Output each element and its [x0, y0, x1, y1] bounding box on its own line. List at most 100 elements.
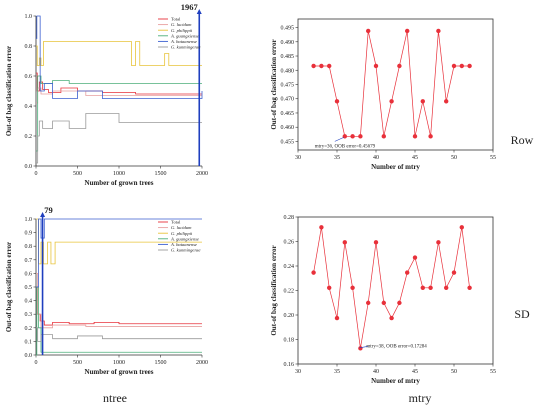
annotation-label: mtry=36, OOB error=0.45679	[315, 144, 376, 149]
series-line-g-kunmingense	[36, 113, 202, 164]
annotation-arrow	[334, 137, 344, 142]
x-tick-label: 1500	[155, 360, 167, 366]
y-tick-label: 0.465	[281, 111, 295, 117]
y-axis-label: Out-of bag classification error	[270, 245, 278, 335]
y-tick-label: 0.4	[25, 299, 33, 305]
data-point	[366, 28, 371, 34]
legend-label-g-lucidum: G. lucidum	[171, 225, 192, 230]
data-point	[334, 315, 340, 321]
series-line-g-lucidum	[36, 273, 202, 329]
data-point	[444, 99, 449, 104]
x-tick-label: 40	[373, 155, 379, 161]
data-point	[366, 300, 371, 306]
x-tick-label: 0	[35, 360, 38, 366]
series-line	[313, 30, 470, 137]
x-tick-label: 0	[35, 171, 38, 177]
y-tick-label: 0.490	[281, 40, 295, 46]
y-tick-label: 0.24	[284, 264, 295, 270]
y-tick-label: 0.495	[281, 26, 295, 32]
x-tick-label: 50	[451, 369, 457, 375]
annotation-arrow	[359, 345, 369, 349]
y-tick-label: 0.8	[25, 44, 33, 50]
panel-mtry-sd: 30 35 40 45 50 55 0.16 0.18 0.20 0.22 0.24 0.26 0.28…	[270, 215, 496, 385]
data-point	[420, 99, 425, 104]
series-line-a-guangxiense	[36, 286, 202, 356]
highlight-label: 79	[44, 205, 53, 215]
data-point	[327, 285, 332, 291]
data-point	[459, 225, 464, 230]
series-line-total	[36, 72, 202, 95]
column-label-ntree: ntree	[103, 391, 127, 405]
y-tick-label: 0.3	[25, 312, 33, 318]
data-point	[451, 270, 457, 275]
legend-label-a-bataanense: A. bataanense	[170, 242, 197, 247]
x-tick-label: 45	[412, 369, 418, 375]
data-point	[420, 285, 425, 291]
x-tick-label: 30	[295, 369, 301, 375]
legend-label-a-guangxiense: A. guangxiense	[170, 236, 199, 241]
data-point	[467, 285, 472, 291]
y-axis-label: Out-of bag classification error	[5, 46, 13, 136]
y-tick-label: 0.26	[284, 240, 295, 246]
legend-label-total: Total	[171, 220, 181, 225]
data-point	[358, 346, 363, 351]
data-point	[389, 99, 394, 104]
highlight-arrow	[40, 212, 46, 217]
y-tick-label: 0.7	[25, 258, 33, 264]
x-tick-label: 2000	[196, 171, 208, 177]
legend-label-g-kunmingense: G. kunmingense	[171, 248, 201, 253]
highlight-label: 1967	[181, 2, 199, 12]
series-line-g-kunmingense	[36, 327, 202, 342]
y-tick-label: 1.0	[25, 217, 33, 223]
y-tick-label: 0.485	[281, 54, 295, 60]
x-tick-label: 35	[334, 369, 340, 375]
x-tick-label: 1000	[113, 360, 125, 366]
y-tick-label: 0.470	[281, 97, 295, 103]
x-axis-label: Number of grown trees	[84, 179, 153, 187]
data-point	[381, 134, 386, 139]
x-tick-label: 45	[412, 155, 418, 161]
x-tick-label: 500	[73, 171, 82, 177]
y-tick-label: 0.2	[25, 326, 33, 332]
y-tick-label: 0.8	[25, 244, 33, 250]
data-point	[311, 63, 316, 69]
y-tick-label: 0.9	[25, 231, 33, 237]
x-tick-label: 35	[334, 155, 340, 161]
legend-label-g-lucidum: G. lucidum	[171, 22, 192, 27]
data-point	[397, 63, 402, 69]
data-point	[397, 300, 402, 306]
x-tick-label: 40	[373, 369, 379, 375]
data-point	[428, 285, 433, 291]
y-tick-label: 0.1	[25, 339, 33, 345]
y-tick-label: 0.2	[25, 134, 33, 140]
column-label-mtry: mtry	[409, 391, 432, 405]
y-tick-label: 0.0	[25, 353, 33, 359]
y-tick-label: 0.475	[281, 83, 295, 89]
row-label-sd: SD	[514, 307, 530, 321]
y-tick-label: 0.6	[25, 74, 33, 80]
x-tick-label: 30	[295, 155, 301, 161]
series-line-g-philippii	[36, 41, 202, 66]
data-point	[412, 255, 418, 260]
legend-label-g-philippii: G. philippii	[171, 231, 193, 236]
data-point	[459, 63, 464, 69]
series-line-a-bataanense	[36, 15, 203, 99]
data-point	[342, 240, 347, 245]
plot-frame	[297, 216, 494, 365]
y-tick-label: 0.0	[25, 164, 33, 170]
legend-label-a-bataanense: A. bataanense	[170, 39, 197, 44]
data-point	[319, 63, 324, 69]
y-tick-label: 0.22	[284, 289, 295, 295]
data-point	[405, 28, 410, 34]
data-point	[444, 285, 449, 291]
y-tick-label: 0.18	[284, 338, 295, 344]
x-axis-label: Number of grown trees	[84, 368, 153, 376]
data-point	[350, 285, 355, 291]
panel-mtry-row: 30 35 40 45 50 55 0.455 0.460 0.465 0.470 0.475 0.4…	[270, 18, 496, 171]
legend-label-g-philippii: G. philippii	[171, 28, 193, 33]
y-tick-label: 0.460	[281, 125, 295, 131]
x-tick-label: 2000	[196, 360, 208, 366]
legend-label-g-kunmingense: G. kunmingense	[171, 45, 201, 50]
x-tick-label: 55	[490, 155, 496, 161]
